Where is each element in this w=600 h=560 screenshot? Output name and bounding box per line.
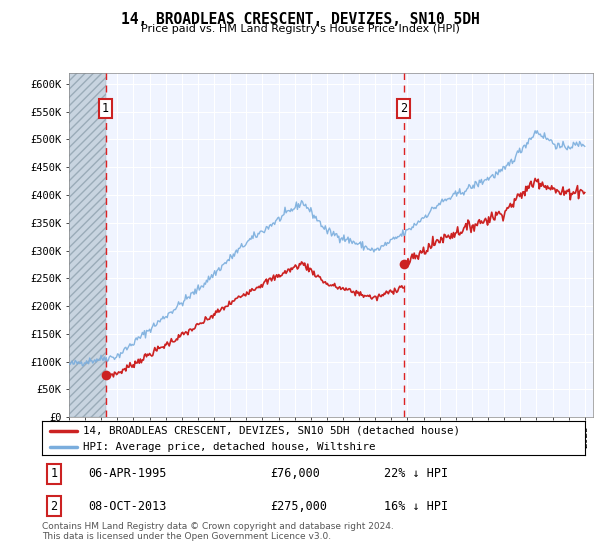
Text: 14, BROADLEAS CRESCENT, DEVIZES, SN10 5DH (detached house): 14, BROADLEAS CRESCENT, DEVIZES, SN10 5D… [83, 426, 460, 436]
Text: 16% ↓ HPI: 16% ↓ HPI [384, 500, 448, 513]
Text: 2: 2 [50, 500, 58, 513]
Text: 2: 2 [400, 102, 407, 115]
Text: 06-APR-1995: 06-APR-1995 [88, 467, 167, 480]
Text: 1: 1 [50, 467, 58, 480]
Text: Price paid vs. HM Land Registry's House Price Index (HPI): Price paid vs. HM Land Registry's House … [140, 24, 460, 34]
Text: 22% ↓ HPI: 22% ↓ HPI [384, 467, 448, 480]
Text: 14, BROADLEAS CRESCENT, DEVIZES, SN10 5DH: 14, BROADLEAS CRESCENT, DEVIZES, SN10 5D… [121, 12, 479, 27]
Text: 1: 1 [102, 102, 109, 115]
Text: £76,000: £76,000 [270, 467, 320, 480]
Text: Contains HM Land Registry data © Crown copyright and database right 2024.
This d: Contains HM Land Registry data © Crown c… [42, 522, 394, 542]
Text: 08-OCT-2013: 08-OCT-2013 [88, 500, 167, 513]
Bar [69, 73, 106, 417]
Text: £275,000: £275,000 [270, 500, 327, 513]
Text: HPI: Average price, detached house, Wiltshire: HPI: Average price, detached house, Wilt… [83, 442, 375, 452]
